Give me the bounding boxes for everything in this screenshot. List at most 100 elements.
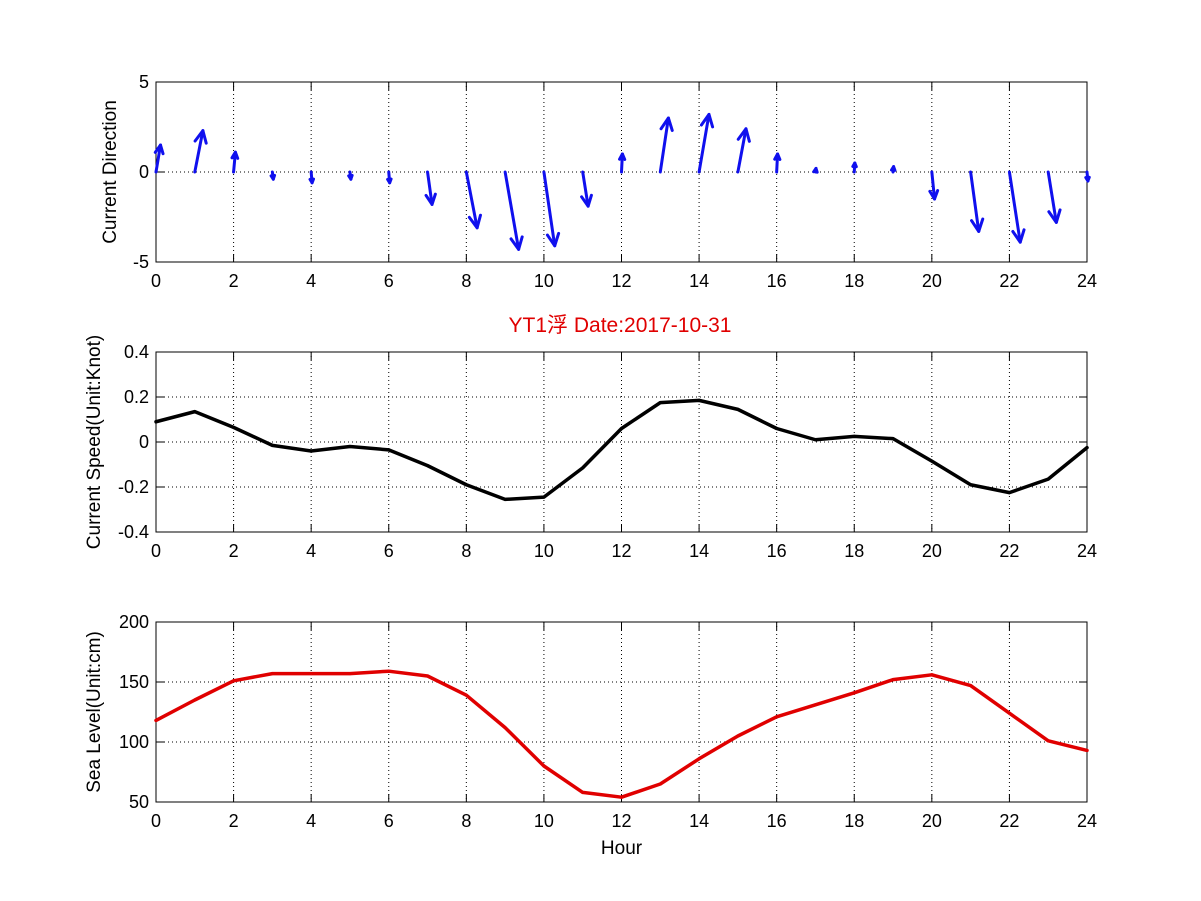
- current-arrow: [580, 170, 593, 208]
- arrow-head: [851, 161, 858, 169]
- current-arrow: [773, 152, 782, 174]
- x-tick-label: 22: [999, 541, 1019, 561]
- arrow-head: [580, 193, 593, 208]
- current-arrow: [618, 152, 627, 174]
- x-tick-label: 10: [534, 811, 554, 831]
- y-tick-label: 100: [119, 732, 149, 752]
- data-point: [232, 679, 236, 683]
- x-tick-label: 16: [767, 271, 787, 291]
- data-point: [775, 427, 779, 430]
- arrow-head: [269, 173, 277, 181]
- x-tick-label: 4: [306, 271, 316, 291]
- current-arrow: [269, 170, 277, 181]
- arrow-head: [970, 217, 985, 233]
- x-tick-label: 12: [611, 271, 631, 291]
- y-tick-label: 0.4: [124, 342, 149, 362]
- x-tick-label: 8: [461, 541, 471, 561]
- x-tick-label: 10: [534, 541, 554, 561]
- x-tick-label: 0: [151, 271, 161, 291]
- x-tick-label: 2: [229, 271, 239, 291]
- x-tick-label: 20: [922, 271, 942, 291]
- x-tick-label: 6: [384, 811, 394, 831]
- arrow-head: [386, 177, 393, 185]
- current-arrow: [542, 170, 561, 248]
- x-tick-label: 20: [922, 811, 942, 831]
- current-arrow: [153, 143, 165, 174]
- arrow-shaft: [1007, 170, 1022, 244]
- arrow-shaft: [542, 170, 557, 248]
- x-axis-label: Hour: [601, 838, 643, 859]
- data-point: [426, 464, 430, 468]
- arrow-shaft: [658, 116, 670, 174]
- data-point: [736, 407, 740, 411]
- data-point: [387, 669, 391, 673]
- arrow-head: [424, 192, 437, 206]
- arrow-head: [773, 152, 782, 161]
- x-tick-label: 6: [384, 541, 394, 561]
- data-point: [309, 672, 313, 676]
- x-tick-label: 10: [534, 271, 554, 291]
- current-arrow: [347, 170, 354, 181]
- y-tick-label: -5: [133, 252, 149, 272]
- data-point: [581, 466, 585, 470]
- current-arrow: [424, 170, 437, 206]
- arrow-head: [308, 177, 316, 185]
- current-arrow: [230, 150, 240, 174]
- current-arrow: [1046, 170, 1062, 224]
- data-point: [1046, 477, 1050, 481]
- x-tick-label: 24: [1077, 541, 1097, 561]
- current-arrow: [812, 166, 819, 174]
- arrow-shaft: [193, 129, 205, 174]
- data-point: [309, 449, 313, 453]
- data-point: [542, 764, 546, 768]
- x-tick-label: 16: [767, 811, 787, 831]
- data-point: [503, 726, 507, 730]
- arrow-head: [230, 150, 240, 160]
- y-axis-label: Sea Level(Unit:cm): [84, 631, 105, 793]
- current-arrow: [851, 161, 858, 174]
- data-point: [620, 795, 623, 799]
- data-point: [620, 427, 623, 430]
- current-arrow: [736, 127, 751, 174]
- data-point: [387, 448, 391, 452]
- data-point: [270, 443, 274, 447]
- data-point: [1085, 748, 1089, 752]
- current-arrow: [308, 170, 316, 185]
- arrow-shaft: [969, 170, 981, 233]
- x-tick-label: 18: [844, 541, 864, 561]
- y-tick-label: 150: [119, 672, 149, 692]
- data-point: [193, 698, 197, 702]
- x-tick-label: 6: [384, 271, 394, 291]
- arrow-head: [193, 129, 208, 145]
- data-point: [813, 438, 817, 442]
- arrow-head: [659, 116, 674, 132]
- x-tick-label: 22: [999, 271, 1019, 291]
- y-tick-label: 5: [139, 72, 149, 92]
- data-point: [464, 693, 468, 697]
- arrow-head: [1011, 228, 1026, 244]
- x-tick-label: 14: [689, 811, 709, 831]
- x-tick-label: 14: [689, 541, 709, 561]
- data-point: [232, 425, 236, 429]
- data-point: [1007, 711, 1011, 715]
- y-tick-label: 0: [139, 162, 149, 182]
- data-point: [813, 703, 817, 707]
- x-tick-label: 18: [844, 271, 864, 291]
- x-tick-label: 0: [151, 541, 161, 561]
- data-point: [969, 483, 973, 487]
- current-arrow: [697, 112, 715, 174]
- x-tick-label: 12: [611, 541, 631, 561]
- arrow-head: [1084, 175, 1091, 183]
- data-point: [503, 497, 507, 501]
- y-tick-label: -0.2: [118, 477, 149, 497]
- current-arrow: [503, 170, 524, 251]
- arrow-head: [347, 173, 354, 181]
- data-point: [193, 410, 197, 414]
- y-tick-label: 0: [139, 432, 149, 452]
- arrow-head: [928, 189, 940, 201]
- x-tick-label: 4: [306, 541, 316, 561]
- x-tick-label: 0: [151, 811, 161, 831]
- data-point: [348, 445, 352, 448]
